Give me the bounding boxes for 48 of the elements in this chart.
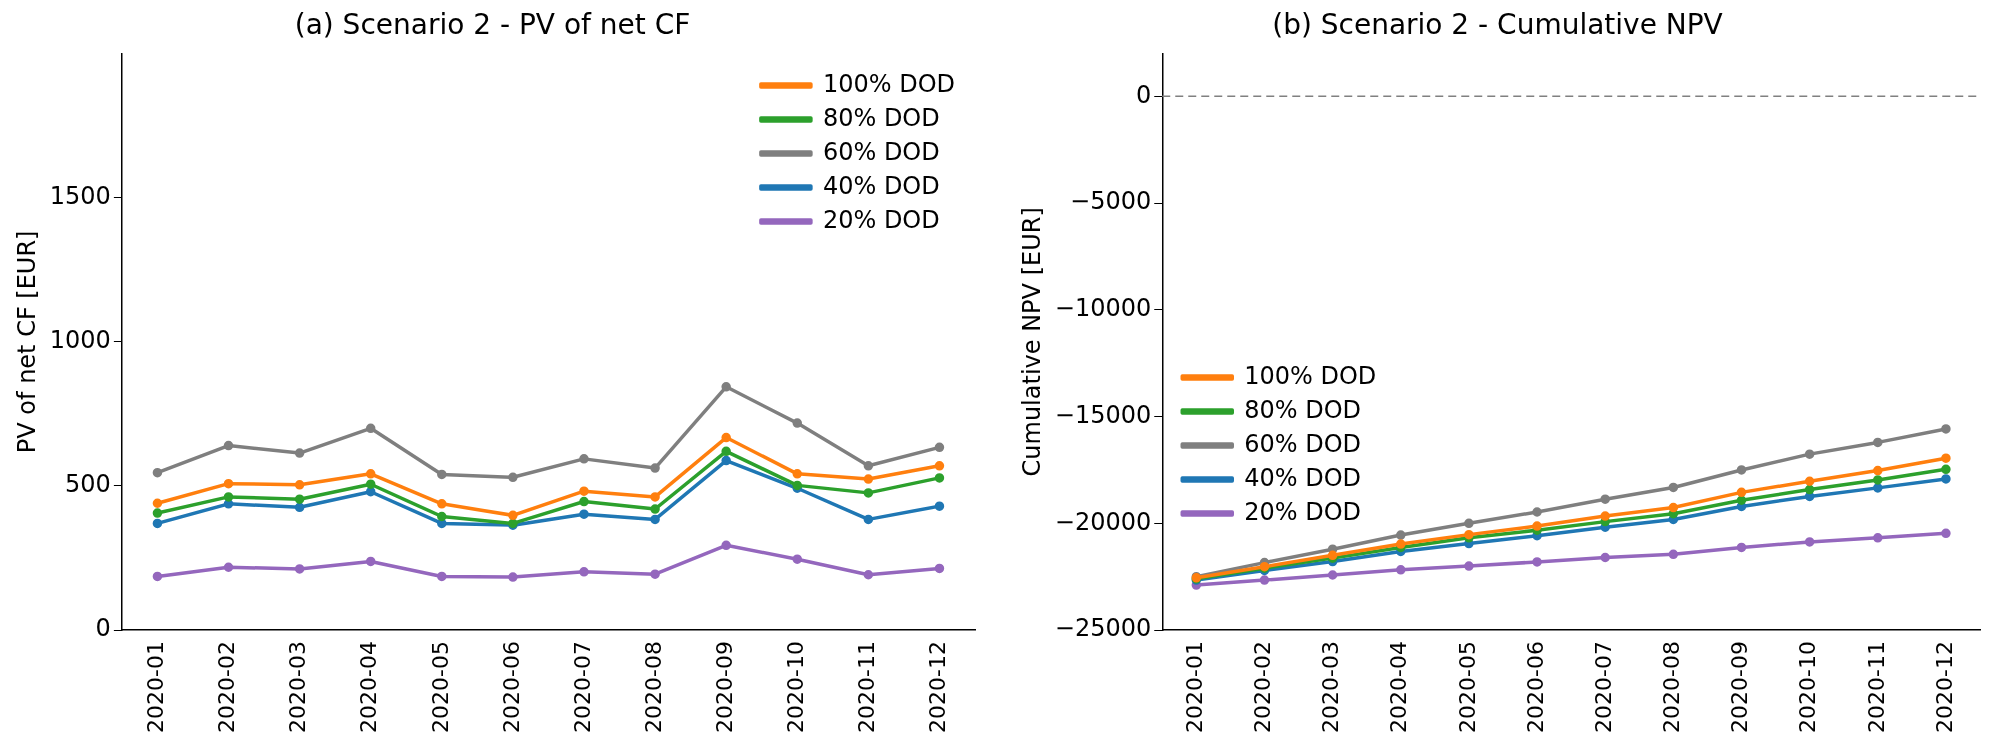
legend-label: 60% DOD xyxy=(1244,429,1362,458)
legend-label: 80% DOD xyxy=(1244,395,1362,424)
legend-label: 100% DOD xyxy=(1244,361,1377,390)
y-tick-label: −25000 xyxy=(1054,614,1152,643)
x-tick-label: 2020-05 xyxy=(1454,641,1480,733)
x-tick-label: 2020-12 xyxy=(1931,641,1957,733)
y-tick-label: −5000 xyxy=(1070,187,1152,216)
x-tick-label: 2020-05 xyxy=(427,641,453,733)
legend-label: 100% DOD xyxy=(822,69,955,98)
x-tick-label: 2020-07 xyxy=(1590,641,1616,733)
x-tick-label: 2020-08 xyxy=(1659,641,1685,733)
chart-title: (a) Scenario 2 - PV of net CF xyxy=(294,8,691,42)
y-tick-label: 1000 xyxy=(49,326,111,355)
chart-title: (b) Scenario 2 - Cumulative NPV xyxy=(1272,8,1723,42)
x-tick-label: 2020-01 xyxy=(1182,641,1208,733)
y-tick-label: −20000 xyxy=(1054,507,1152,536)
y-tick-label: −10000 xyxy=(1054,294,1152,323)
y-tick-label: −15000 xyxy=(1054,400,1152,429)
x-tick-label: 2020-10 xyxy=(1795,641,1821,733)
x-tick-label: 2020-11 xyxy=(1863,641,1889,733)
x-tick-label: 2020-03 xyxy=(285,641,311,733)
y-tick-label: 500 xyxy=(65,470,111,499)
x-tick-label: 2020-08 xyxy=(640,641,666,733)
y-tick-label: 1500 xyxy=(49,181,111,210)
x-tick-label: 2020-09 xyxy=(711,641,737,733)
x-tick-label: 2020-01 xyxy=(143,641,169,733)
legend-label: 60% DOD xyxy=(822,137,940,166)
y-tick-label: 0 xyxy=(95,614,111,643)
y-axis-title: Cumulative NPV [EUR] xyxy=(1017,207,1046,477)
legend-label: 20% DOD xyxy=(822,205,940,234)
x-tick-label: 2020-11 xyxy=(854,641,880,733)
x-tick-label: 2020-06 xyxy=(498,641,524,733)
x-tick-label: 2020-04 xyxy=(1386,641,1412,733)
x-tick-label: 2020-02 xyxy=(1250,641,1276,733)
legend-label: 20% DOD xyxy=(1244,497,1362,526)
x-tick-label: 2020-10 xyxy=(782,641,808,733)
x-tick-label: 2020-03 xyxy=(1318,641,1344,733)
x-tick-label: 2020-04 xyxy=(356,641,382,733)
x-tick-label: 2020-02 xyxy=(214,641,240,733)
legend-label: 40% DOD xyxy=(822,171,940,200)
x-tick-label: 2020-09 xyxy=(1727,641,1753,733)
x-tick-label: 2020-12 xyxy=(925,641,951,733)
y-tick-label: 0 xyxy=(1135,80,1152,109)
x-tick-label: 2020-06 xyxy=(1522,641,1548,733)
legend-label: 80% DOD xyxy=(822,103,940,132)
legend-label: 40% DOD xyxy=(1244,463,1362,492)
y-axis-title: PV of net CF [EUR] xyxy=(12,230,41,454)
x-tick-label: 2020-07 xyxy=(569,641,595,733)
